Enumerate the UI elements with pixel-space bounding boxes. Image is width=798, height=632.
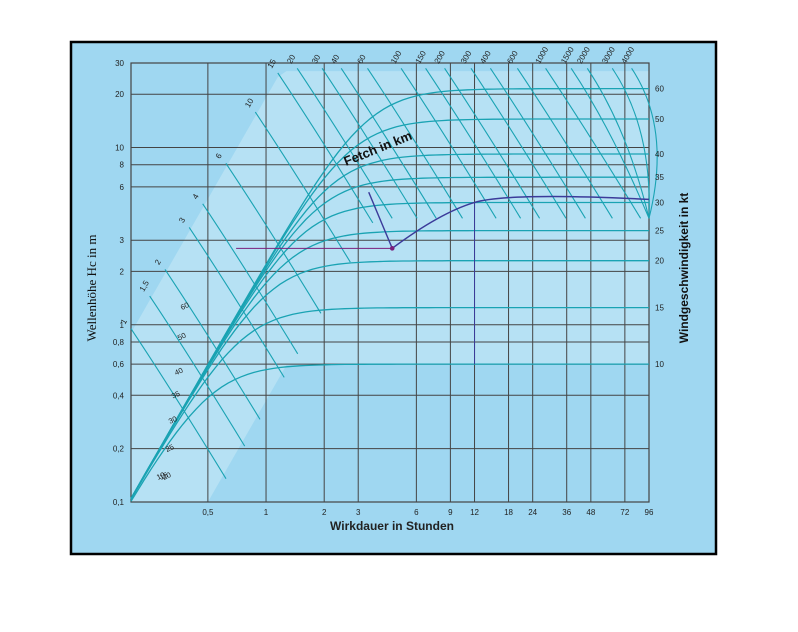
y-tick-label: 6 [120,183,125,192]
fetch-line [296,67,393,219]
tick-labels: 0,5 1 2 3 6 9 12 18 24 36 48 72 960,10,20,40,60,8123… [113,45,665,517]
x-tick-label: 36 [562,508,571,517]
x-tick-label: 3 [356,508,361,517]
fetch-label: 2 [153,258,163,267]
x-tick-label: 6 [414,508,419,517]
wind-speed-label-right: 20 [655,257,664,266]
wind-speed-label-right: 35 [655,173,664,182]
y-tick-label: 0,8 [113,338,125,347]
fetch-line [321,67,418,219]
x-tick-label: 12 [470,508,479,517]
wind-speed-label-left: 20 [161,470,172,482]
wind-speed-label-left: 50 [176,331,187,343]
wind-speed-label-right: 40 [655,150,664,159]
y-tick-label: 2 [120,267,125,276]
fetch-line [254,111,351,263]
x-tick-label: 1 [264,508,269,517]
wind-speed-label-right: 15 [655,304,664,313]
x-tick-label: 24 [528,508,537,517]
y-tick-label: 0,4 [113,391,125,400]
wind-speed-label-right: 10 [655,360,664,369]
wind-curve [130,306,649,500]
fetch-line [188,227,285,378]
x-tick-label: 96 [645,508,654,517]
x-tick-label: 2 [322,508,327,517]
y-tick-label: 1 [120,321,125,330]
fetch-line [149,295,246,447]
wind-speed-label-right: 25 [655,227,664,236]
y-tick-label: 8 [120,161,125,170]
fetch-line [130,328,227,479]
wind-speed-label-right: 30 [655,198,664,207]
plot-border [130,62,650,503]
wind-speed-label-left: 30 [167,414,178,426]
x-tick-label: 0,5 [202,508,214,517]
y-tick-label: 3 [120,236,125,245]
wind-speed-label-right: 50 [655,115,664,124]
wind-curve [130,363,649,502]
envelope-band [131,71,649,503]
y-tick-label: 0,1 [113,498,125,507]
y-tick-label: 10 [115,144,124,153]
envelope-fill [131,71,649,503]
x-tick-label: 9 [448,508,453,517]
wind-curve [130,229,649,499]
x-tick-label: 48 [586,508,595,517]
fetch-lines [130,67,658,479]
y-tick-label: 20 [115,90,124,99]
example-point [389,246,395,251]
fetch-line [400,67,497,219]
wind-speed-label-left: 15 [158,470,169,482]
wind-speed-label-left: 10 [155,470,166,482]
x-axis-label: Wirkdauer in Stunden [330,519,454,533]
y-tick-label: 0,2 [113,445,125,454]
example-fetch-trace [368,191,393,249]
x-tick-label: 18 [504,508,513,517]
fetch-line [545,67,642,219]
fetch-line [367,67,463,219]
fetch-label: 3 [177,216,187,225]
y-tick-label: 0,6 [113,360,125,369]
fetch-line [277,72,374,224]
wind-speed-label-right: 60 [655,85,664,94]
wind-curve [130,87,649,499]
wind-speed-label-left: 25 [164,442,175,454]
wind-speed-label-left: 40 [173,366,184,378]
fetch-line [340,67,437,219]
fetch-line [470,67,567,219]
x-tick-label: 72 [620,508,629,517]
wind-speed-label-left: 35 [170,389,181,401]
fetch-label: 4 [191,192,201,201]
fetch-label: 6 [214,151,224,160]
fetch-line [164,269,261,420]
y-axis-label-left: Wellenhöhe Hc in m [84,235,99,342]
fetch-line [631,67,658,219]
wind-curve [130,260,649,500]
fetch-line [225,162,322,314]
example-wind-trace [391,195,650,249]
y-tick-label: 30 [115,59,124,68]
fetch-label: 1 [119,317,129,326]
fetch-line [570,67,650,219]
fetch-line [611,67,650,219]
fetch-line [202,203,299,355]
example-path [236,191,650,365]
wind-speed-curves [130,87,649,502]
y-axis-label-right: Windgeschwindigkeit in kt [677,193,691,344]
wind-speed-label-left: 60 [179,300,190,312]
fetch-line [586,67,650,219]
